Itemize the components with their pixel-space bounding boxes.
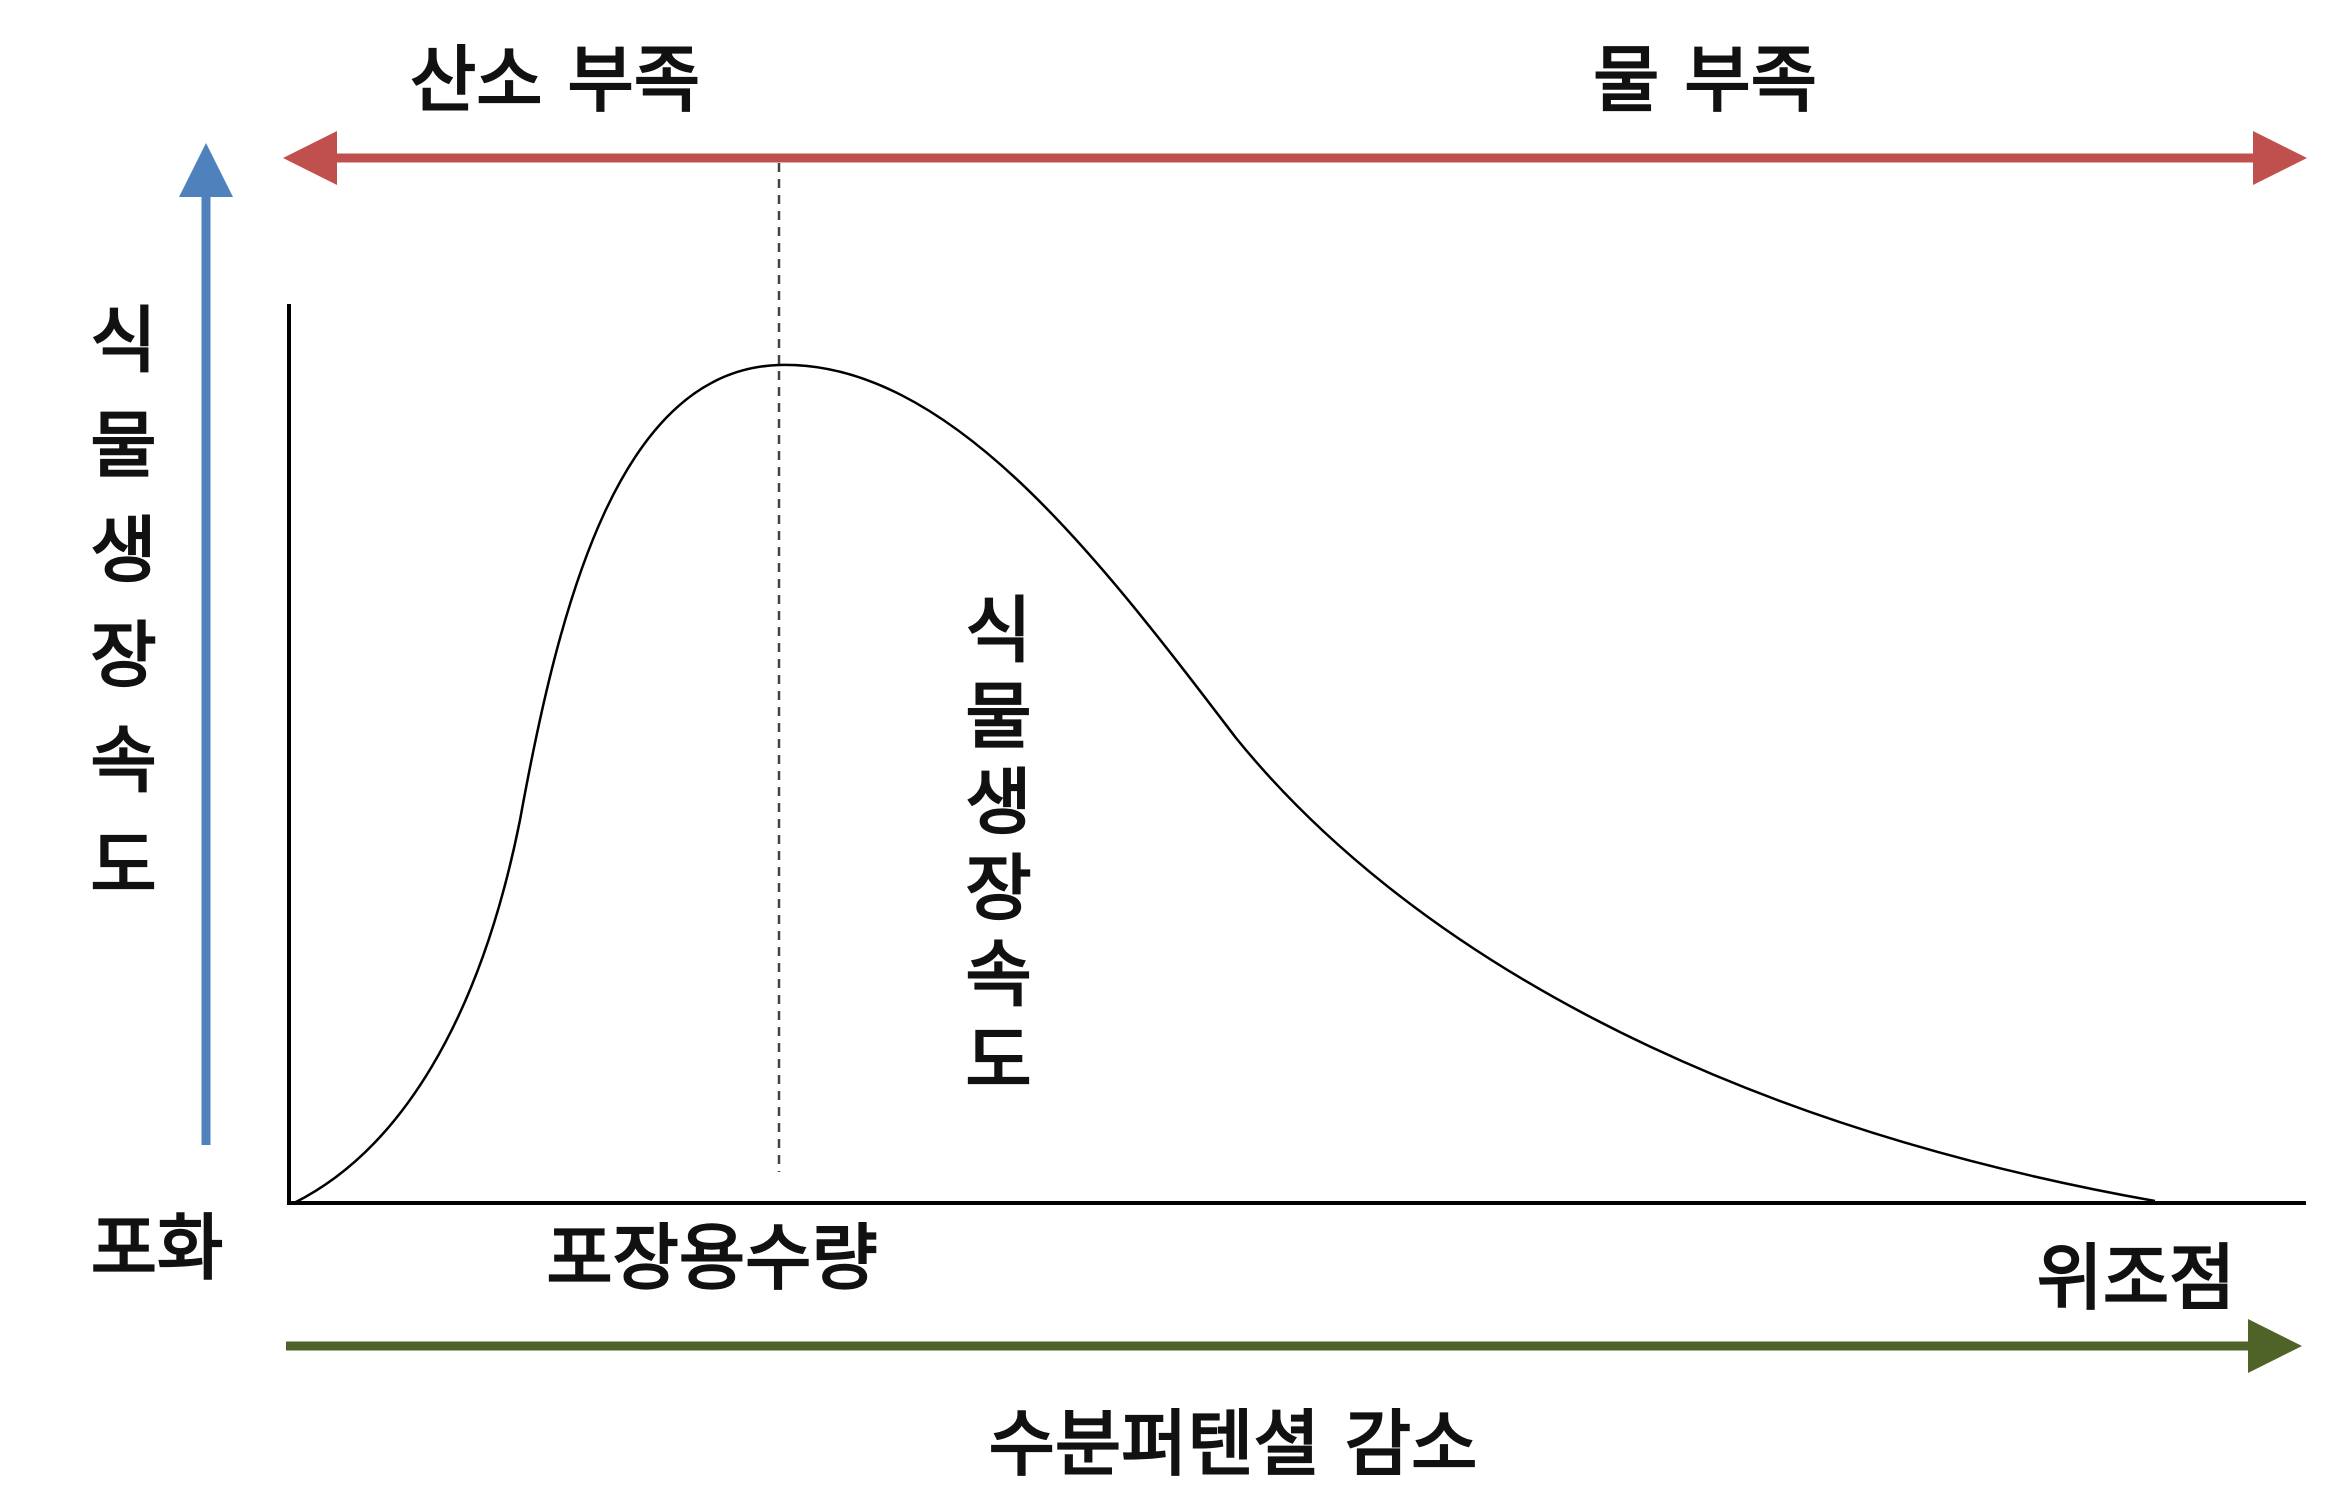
axes [287, 304, 2306, 1205]
wilting-point-label: 위조점 [2036, 1236, 2236, 1320]
saturation-label: 포화 [90, 1206, 224, 1290]
water-deficit-label: 물 부족 [1593, 38, 1817, 122]
growth-curve [293, 363, 2156, 1205]
y-axis-label: 식물생장속도 [75, 302, 159, 932]
curve-label: 식물생장속도 [950, 592, 1034, 1108]
oxygen-deficit-label: 산소 부족 [409, 38, 701, 122]
field-capacity-label: 포장용수량 [546, 1216, 878, 1300]
x-axis-label: 수분퍼텐셜 감소 [988, 1402, 1478, 1486]
